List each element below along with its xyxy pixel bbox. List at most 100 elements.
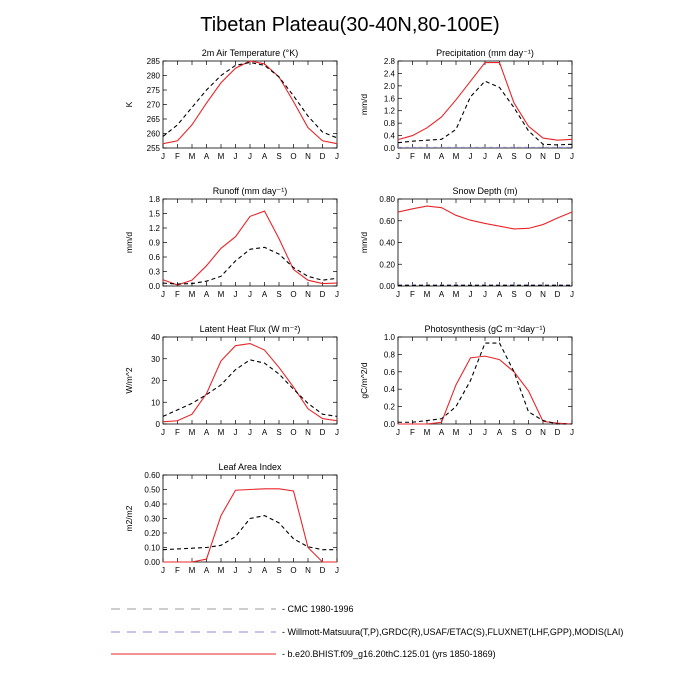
y-axis-label: mm/d [359, 232, 369, 254]
plot-frame [162, 198, 338, 287]
y-tick-label: 0.8 [384, 119, 396, 128]
x-tick-label: S [276, 152, 281, 161]
y-tick-label: 0.60 [379, 217, 395, 226]
y-tick-label: 2.8 [384, 57, 396, 66]
x-tick-label: J [335, 152, 339, 161]
y-tick-label: 30 [151, 355, 160, 364]
x-tick-label: N [305, 428, 311, 437]
legend-item: - CMC 1980-1996 [111, 604, 354, 614]
x-tick-label: O [290, 566, 296, 575]
y-tick-label: 0.60 [144, 471, 160, 480]
series-line-model [397, 61, 573, 141]
x-tick-label: D [320, 566, 326, 575]
y-tick-label: 0.6 [149, 253, 161, 262]
y-tick-label: 0.0 [149, 282, 161, 291]
x-tick-label: M [218, 566, 225, 575]
x-tick-label: O [525, 290, 531, 299]
x-tick-label: F [175, 428, 180, 437]
x-tick-label: D [320, 428, 326, 437]
panel-leaf-area-index: Leaf Area Index m2/m2 0.00 0.10 0.20 0.30 0.40… [124, 462, 339, 575]
x-tick-label: S [511, 290, 516, 299]
legend-item: - b.e20.BHIST.f09_g16.20thC.125.01 (yrs … [111, 649, 496, 659]
y-tick-label: 255 [147, 144, 161, 153]
y-axis-label: mm/d [124, 232, 134, 254]
y-tick-label: 270 [147, 101, 161, 110]
x-tick-label: A [497, 290, 503, 299]
x-tick-label: J [570, 290, 574, 299]
x-tick-label: O [290, 428, 296, 437]
x-tick-label: D [555, 290, 561, 299]
y-tick-label: 0.6 [384, 368, 396, 377]
x-tick-label: M [189, 566, 196, 575]
x-tick-label: J [248, 152, 252, 161]
x-tick-label: S [276, 290, 281, 299]
legend: - CMC 1980-1996 - Willmott-Matsuura(T,P),… [111, 604, 623, 659]
panel-2m-air-temperature-k: 2m Air Temperature (°K) K 255 260 265 270 275 2… [124, 48, 339, 161]
series-line-model [162, 60, 338, 145]
x-tick-label: M [453, 290, 460, 299]
y-tick-label: 0.4 [384, 385, 396, 394]
x-tick-label: J [335, 566, 339, 575]
x-tick-label: N [305, 290, 311, 299]
series-line-model [397, 205, 573, 230]
x-tick-label: A [204, 428, 210, 437]
y-tick-label: 260 [147, 130, 161, 139]
y-tick-label: 0.4 [384, 132, 396, 141]
x-tick-label: J [335, 290, 339, 299]
panel-title: 2m Air Temperature (°K) [202, 48, 298, 58]
y-tick-label: 0.00 [144, 558, 160, 567]
x-tick-label: F [410, 152, 415, 161]
y-tick-label: 285 [147, 57, 161, 66]
y-tick-label: 40 [151, 333, 160, 342]
x-tick-label: M [453, 152, 460, 161]
series-line-observed-1 [162, 246, 338, 285]
x-tick-label: J [161, 152, 165, 161]
x-tick-label: J [469, 428, 473, 437]
x-tick-label: D [555, 152, 561, 161]
y-tick-label: 1.6 [384, 94, 396, 103]
y-tick-label: 0.3 [149, 268, 161, 277]
x-tick-label: F [410, 428, 415, 437]
panel-snow-depth-m: Snow Depth (m) mm/d 0.00 0.20 0.40 0.60 0.80 J F… [359, 186, 574, 299]
y-axis-label: mm/d [359, 94, 369, 116]
y-axis-label: m2/m2 [124, 505, 134, 531]
y-axis-label: K [124, 101, 134, 107]
x-tick-label: A [497, 152, 503, 161]
x-tick-label: A [204, 152, 210, 161]
x-tick-label: J [161, 290, 165, 299]
x-tick-label: J [248, 290, 252, 299]
x-tick-label: A [262, 290, 268, 299]
x-tick-label: S [511, 152, 516, 161]
x-tick-label: J [234, 566, 238, 575]
x-tick-label: S [276, 428, 281, 437]
y-tick-label: 265 [147, 115, 161, 124]
x-tick-label: J [161, 428, 165, 437]
panel-title: Snow Depth (m) [452, 186, 517, 196]
x-tick-label: M [424, 290, 431, 299]
legend-label: - b.e20.BHIST.f09_g16.20thC.125.01 (yrs … [282, 649, 496, 659]
x-tick-label: M [218, 152, 225, 161]
x-tick-label: S [276, 566, 281, 575]
plot-frame [162, 60, 338, 149]
x-tick-label: A [439, 290, 445, 299]
x-tick-label: M [424, 428, 431, 437]
x-tick-label: J [469, 290, 473, 299]
x-tick-label: A [204, 566, 210, 575]
x-tick-label: A [497, 428, 503, 437]
x-tick-label: J [396, 152, 400, 161]
x-tick-label: N [305, 566, 311, 575]
y-tick-label: 0.40 [379, 239, 395, 248]
y-tick-label: 0.8 [384, 350, 396, 359]
plot-frame [397, 198, 573, 287]
y-tick-label: 0.0 [384, 420, 396, 429]
x-tick-label: J [483, 428, 487, 437]
y-tick-label: 2.4 [384, 69, 396, 78]
x-tick-label: J [234, 290, 238, 299]
x-tick-label: M [218, 428, 225, 437]
x-tick-label: J [483, 290, 487, 299]
panel-title: Runoff (mm day⁻¹) [213, 186, 288, 196]
y-tick-label: 20 [151, 377, 160, 386]
x-tick-label: F [175, 566, 180, 575]
x-tick-label: D [320, 290, 326, 299]
